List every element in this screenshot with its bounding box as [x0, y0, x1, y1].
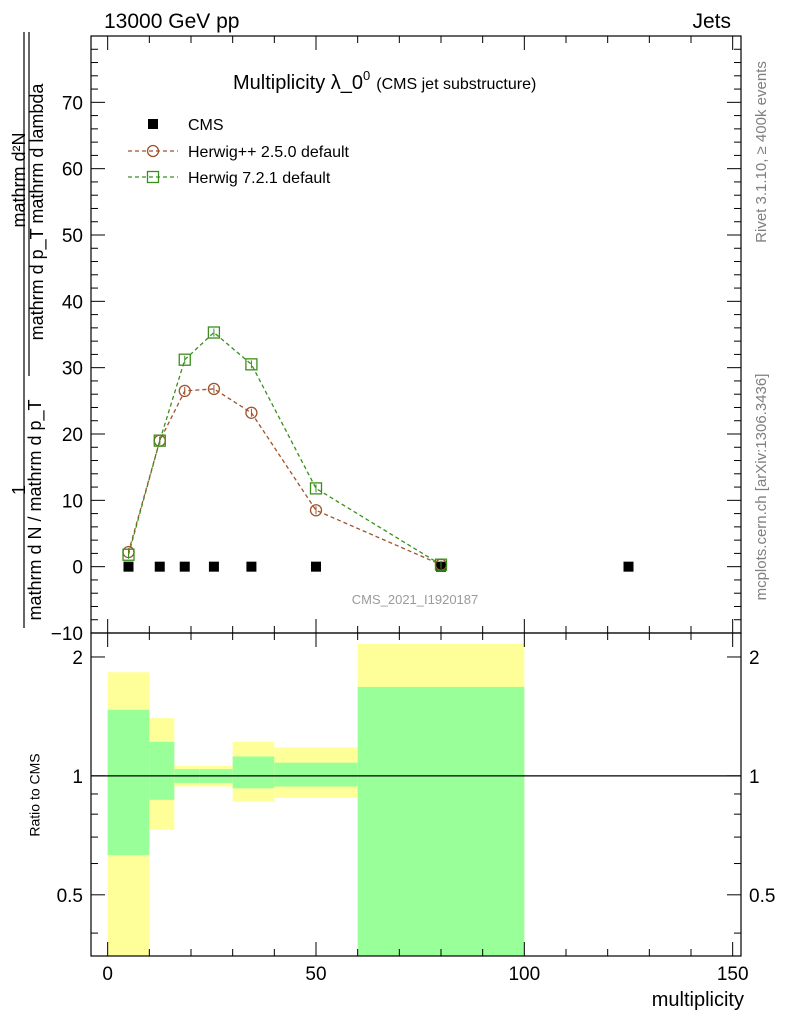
herwigpp-point — [245, 406, 258, 419]
legend-cms-label: CMS — [188, 117, 224, 134]
legend: CMS Herwig++ 2.5.0 default Herwig 7.2.1 … — [128, 117, 350, 187]
header-jets-label: Jets — [692, 10, 731, 33]
herwig7-point — [207, 326, 221, 339]
legend-herwigpp-label: Herwig++ 2.5.0 default — [188, 144, 350, 161]
ylabel-one: 1 — [9, 485, 29, 495]
ratio-ytick-label-right: 1 — [749, 767, 760, 788]
herwig7-point — [245, 358, 258, 371]
ratio-frame — [90, 632, 742, 957]
main-ytick-label: 10 — [62, 491, 83, 512]
cms-data-point — [208, 561, 219, 572]
side-note-mcplots: mcplots.cern.ch [arXiv:1306.3436] — [753, 374, 770, 601]
cms-data-point — [623, 561, 634, 572]
ratio-ylabel: Ratio to CMS — [27, 753, 43, 836]
ylabel-denominator: mathrm d N / mathrm d p_T — [25, 399, 46, 620]
herwig7-point — [434, 558, 448, 571]
ratio-band-inner — [149, 741, 175, 800]
xtick-label: 50 — [305, 964, 326, 985]
ylabel-dN: mathrm d²N — [9, 132, 29, 227]
series-line-1 — [127, 388, 442, 566]
ratio-band-inner — [357, 686, 525, 956]
herwigpp-point — [178, 384, 191, 398]
side-note-rivet: Rivet 3.1.10, ≥ 400k events — [753, 61, 770, 243]
legend-herwigpp-marker — [146, 144, 160, 158]
series-line-2 — [127, 331, 442, 566]
ratio-ytick-label: 0.5 — [57, 886, 83, 907]
herwigpp-point — [309, 504, 323, 517]
ratio-ytick-label-right: 2 — [749, 648, 760, 669]
main-ytick-label: 0 — [72, 558, 83, 579]
herwig7-point — [153, 434, 166, 447]
cms-data-point — [246, 561, 257, 572]
main-ytick-label: 40 — [62, 292, 83, 313]
main-ytick-label: 20 — [62, 425, 83, 446]
cms-data-point — [179, 561, 190, 572]
plot-title-sup: 0 — [363, 68, 370, 83]
ratio-ytick-label-right: 0.5 — [749, 886, 775, 907]
herwig7-point — [309, 482, 323, 495]
cms-data-point — [123, 561, 134, 572]
plot-title-note: (CMS jet substructure) — [376, 76, 536, 93]
ratio-band-inner — [232, 756, 275, 789]
legend-herwig7-marker — [146, 170, 160, 184]
herwig7-point — [178, 353, 191, 366]
xtick-label: 100 — [508, 964, 540, 985]
plot-title-main: Multiplicity λ_0 — [233, 72, 363, 94]
main-ytick-label: 70 — [62, 93, 83, 114]
ratio-band-inner — [274, 762, 358, 787]
main-ytick-label: 50 — [62, 226, 83, 247]
herwig7-point — [122, 548, 135, 561]
ratio-band-inner — [107, 709, 150, 856]
main-ylabel: 1 mathrm d N / mathrm d p_T mathrm d²N m… — [9, 32, 48, 628]
cms-data-point — [311, 561, 321, 572]
plot-title: Multiplicity λ_00 (CMS jet substructure) — [233, 68, 536, 94]
ratio-ytick-label: 1 — [72, 767, 83, 788]
xtick-label: 0 — [102, 964, 113, 985]
ratio-ytick-label: 2 — [72, 648, 83, 669]
legend-herwig7-label: Herwig 7.2.1 default — [188, 170, 331, 187]
main-ytick-label: −10 — [51, 624, 83, 645]
herwigpp-point — [207, 382, 221, 396]
watermark-label: CMS_2021_I1920187 — [352, 592, 479, 607]
ratio-panel: 2 2 1 1 0.5 0.5 0 50 100 150 — [57, 632, 775, 985]
main-panel: CMS_2021_I1920187 −10 0 10 20 30 40 50 60 70 Mul… — [51, 35, 742, 645]
header-energy-label: 13000 GeV pp — [104, 10, 239, 33]
legend-cms-marker — [148, 119, 158, 129]
xtick-label: 150 — [717, 964, 749, 985]
ylabel-dpt-dlambda: mathrm d p_T mathrm d lambda — [27, 83, 48, 341]
cms-data-point — [154, 561, 165, 572]
main-ytick-label: 30 — [62, 359, 83, 380]
main-ytick-label: 60 — [62, 160, 83, 181]
x-axis-label: multiplicity — [652, 989, 744, 1011]
